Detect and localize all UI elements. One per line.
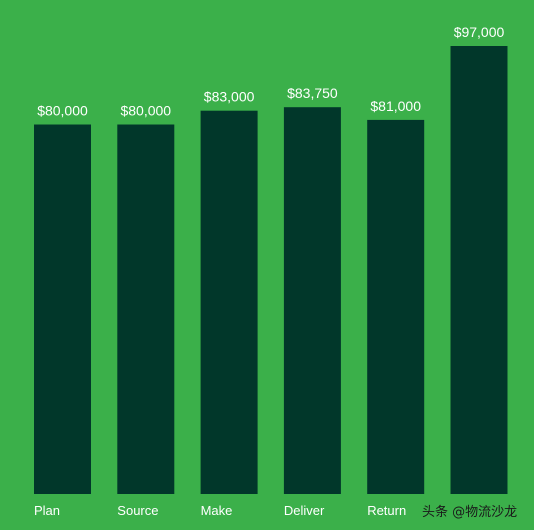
- category-labels-group: Plan Source Make Deliver Return: [34, 503, 406, 518]
- value-label-4: $83,750: [287, 85, 338, 101]
- category-label-5: Return: [367, 503, 406, 518]
- category-label-1: Plan: [34, 503, 60, 518]
- bar-6: [450, 46, 508, 494]
- bar-4: [283, 107, 341, 494]
- category-label-2: Source: [117, 503, 158, 518]
- bar-3: [200, 110, 258, 494]
- bar-1: [34, 124, 91, 494]
- value-labels-group: $80,000 $80,000 $83,000 $83,750 $81,000 $97,0…: [37, 24, 504, 119]
- value-label-6: $97,000: [454, 24, 505, 40]
- bars-group: [34, 46, 508, 495]
- bar-2: [117, 124, 175, 494]
- value-label-5: $81,000: [370, 98, 421, 114]
- value-label-1: $80,000: [37, 103, 88, 119]
- category-label-4: Deliver: [284, 503, 325, 518]
- value-label-3: $83,000: [204, 89, 255, 105]
- category-label-3: Make: [201, 503, 233, 518]
- value-label-2: $80,000: [120, 103, 171, 119]
- bar-5: [367, 119, 425, 495]
- watermark-text: 头条 @物流沙龙: [422, 505, 518, 520]
